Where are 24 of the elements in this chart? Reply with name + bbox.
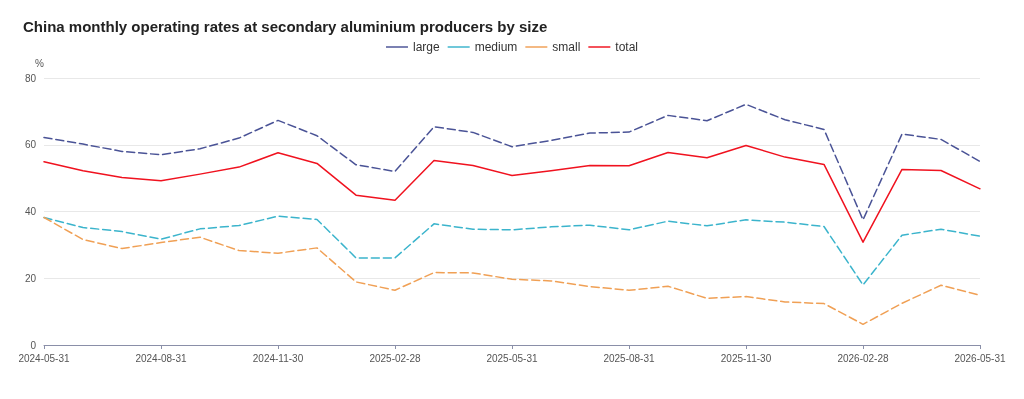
x-tick-label: 2026-05-31: [954, 352, 1007, 364]
line-series: [43, 144, 981, 243]
y-axis-title: %: [35, 57, 45, 69]
legend-label: total: [615, 40, 639, 54]
line-series: [43, 103, 981, 221]
x-tick-label: 2024-05-31: [18, 352, 71, 364]
y-tick-label: 40: [24, 206, 37, 217]
line-series: [43, 215, 981, 286]
x-tick-label: 2025-11-30: [720, 352, 772, 364]
y-tick-label: 80: [24, 72, 37, 84]
chart-title: China monthly operating rates at secondary aluminium producers by size: [23, 18, 548, 35]
legend-label: small: [552, 40, 581, 54]
legend-label: large: [412, 40, 440, 54]
x-tick-label: 2025-05-31: [486, 352, 539, 364]
x-tick-label: 2025-02-28: [369, 352, 422, 364]
x-tick-label: 2024-11-30: [252, 352, 304, 364]
x-tick-label: 2024-08-31: [135, 352, 188, 364]
line-series: [43, 216, 981, 326]
x-tick-label: 2025-08-31: [603, 352, 656, 364]
x-tick-label: 2026-02-28: [837, 352, 890, 364]
y-tick-label: 20: [24, 272, 37, 284]
y-tick-label: 60: [24, 139, 37, 151]
legend-label: medium: [474, 40, 518, 54]
y-tick-label: 0: [30, 339, 37, 351]
